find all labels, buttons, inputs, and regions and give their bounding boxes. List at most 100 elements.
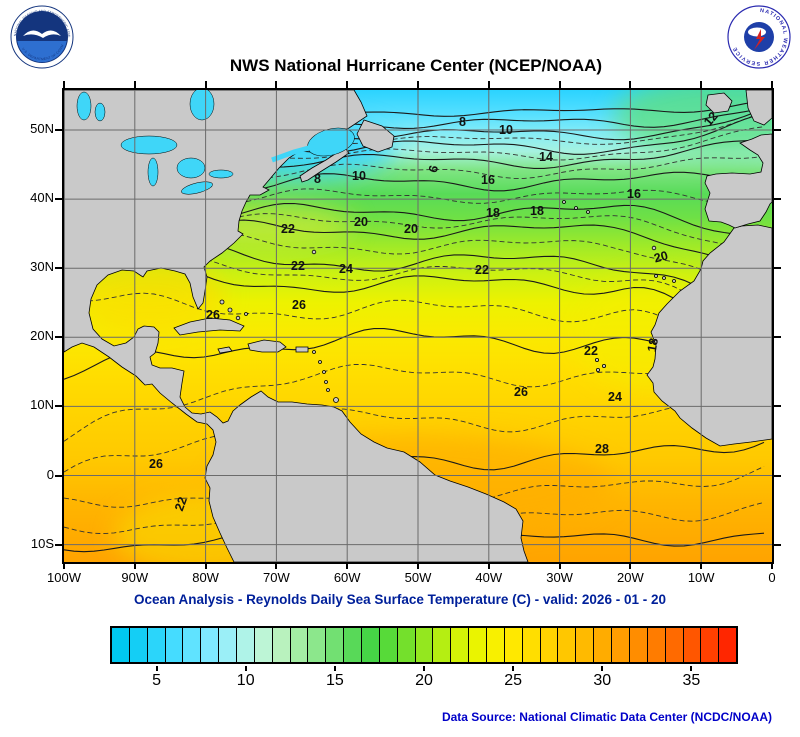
lon-tick <box>346 562 349 569</box>
colorbar-cell <box>539 628 558 662</box>
colorbar-cell <box>557 628 576 662</box>
colorbar-cell <box>432 628 451 662</box>
island-bahamas <box>235 315 241 321</box>
lon-axis-label: 100W <box>47 570 81 585</box>
noaa-logo-sea <box>17 41 67 63</box>
lon-tick <box>204 562 207 569</box>
island-nova-scotia <box>299 147 350 183</box>
isotherm-value-label: 10 <box>352 169 366 183</box>
lon-tick <box>204 81 207 88</box>
island-canaries <box>672 279 676 283</box>
isotherm-value-label: 22 <box>281 222 295 236</box>
colorbar-cell <box>700 628 719 662</box>
isotherm-value-label: 8 <box>459 115 466 129</box>
colorbar-cell <box>646 628 665 662</box>
data-source-credit: Data Source: National Climatic Data Cent… <box>441 710 772 724</box>
isotherm-value-label: 8 <box>314 172 321 186</box>
lat-tick <box>55 543 62 546</box>
colorbar-cell <box>611 628 629 662</box>
isotherm-line <box>64 405 765 473</box>
island-azores <box>586 210 590 214</box>
lon-axis-label: 40W <box>475 570 503 585</box>
lon-tick <box>629 562 632 569</box>
lon-axis-label: 20W <box>617 570 644 585</box>
lat-axis-label: 50N <box>30 121 54 136</box>
island-newfoundland <box>356 119 395 153</box>
lon-tick <box>417 81 419 88</box>
isotherm-value-label: 28 <box>595 442 609 456</box>
lat-tick <box>55 267 62 270</box>
lat-tick <box>774 474 781 477</box>
land-africa <box>646 224 772 447</box>
lon-axis-label: 70W <box>263 570 290 585</box>
isotherm-line <box>64 155 765 212</box>
isotherm-value-label: 24 <box>339 262 353 276</box>
lat-axis-label: 0 <box>46 466 54 482</box>
lon-tick <box>771 562 773 569</box>
isotherm-value-label: 20 <box>404 222 418 236</box>
island-trinidad <box>333 397 339 403</box>
lat-tick <box>774 129 781 131</box>
lat-tick <box>55 129 62 131</box>
colorbar-cell <box>361 628 379 662</box>
colorbar-tick <box>601 666 604 671</box>
lake-ontario <box>208 169 234 179</box>
island-bahamas <box>244 312 248 316</box>
colorbar-cell <box>164 628 183 662</box>
colorbar-cell <box>450 628 469 662</box>
lon-tick <box>629 81 632 88</box>
lat-tick <box>55 336 62 339</box>
nws-lightning-icon <box>754 29 765 50</box>
colorbar-cell <box>503 628 522 662</box>
isotherm-line <box>363 441 765 471</box>
page-title: NWS National Hurricane Center (NCEP/NOAA… <box>229 56 603 75</box>
colorbar-cell <box>628 628 647 662</box>
lat-lon-grid <box>64 90 772 562</box>
colorbar-cell <box>343 628 362 662</box>
lon-tick <box>700 81 703 88</box>
colorbar-tick <box>423 666 425 671</box>
colorbar-tick <box>512 666 515 671</box>
colorbar-cell <box>664 628 683 662</box>
noaa-gull-icon <box>23 30 61 38</box>
colorbar-tick <box>690 666 693 671</box>
inland-water-bodies <box>76 90 355 195</box>
colorbar-tick-label: 20 <box>415 672 433 689</box>
land-great-britain <box>745 90 772 126</box>
lon-tick <box>275 562 278 569</box>
lon-tick <box>487 81 490 88</box>
colorbar-cell <box>718 628 737 662</box>
sst-map: 8 10 12 6 8 10 14 16 16 18 18 20 20 22 22 24 22 20 26 26 22 1… <box>30 81 781 585</box>
colorbar: 5 10 15 20 25 30 35 <box>110 626 738 692</box>
colorbar-cell <box>236 628 254 662</box>
isotherm-value-label: 18 <box>486 206 500 220</box>
island-azores <box>562 200 566 204</box>
land-europe <box>704 133 772 229</box>
island-puerto-rico <box>295 346 309 353</box>
land-americas <box>64 90 529 562</box>
isotherm-value-label: 24 <box>608 390 622 404</box>
island-bermuda <box>311 249 317 255</box>
map-caption: Ocean Analysis - Reynolds Daily Sea Surf… <box>134 592 666 607</box>
island-antilles <box>322 370 326 374</box>
island-azores <box>574 206 578 210</box>
st-lawrence-river <box>271 143 317 163</box>
island-canaries <box>654 274 658 278</box>
colorbar-cell <box>396 628 415 662</box>
lat-tick <box>55 198 62 201</box>
isotherm-value-label: 18 <box>530 204 544 218</box>
lat-tick <box>774 543 781 546</box>
isotherm-value-label: 14 <box>539 150 553 164</box>
colorbar-tick-label: 30 <box>593 672 612 689</box>
lake-winnipeg-east <box>94 102 106 122</box>
sst-map-canvas <box>64 90 772 562</box>
lon-axis-label: 80W <box>192 570 219 585</box>
lat-axis-label: 10S <box>30 535 54 551</box>
lon-axis-label: 50W <box>404 570 432 585</box>
noaa-logo: NATIONAL OCEANIC AND ATMOSPHERIC ADMINIS… <box>10 5 74 69</box>
lon-tick <box>133 562 136 569</box>
colorbar-tick <box>333 666 336 671</box>
island-madeira <box>651 245 657 251</box>
colorbar-cell <box>253 628 272 662</box>
